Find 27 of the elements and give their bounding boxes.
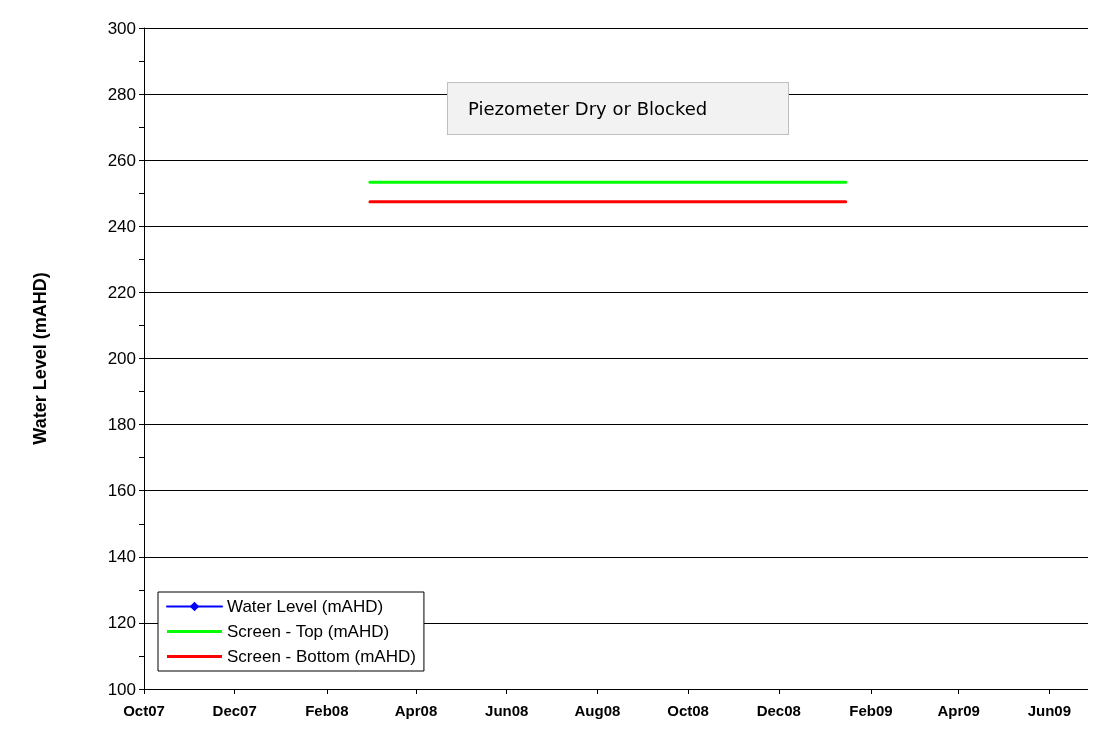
y-tick-label: 220 — [107, 282, 136, 302]
y-tick-label: 120 — [107, 613, 136, 633]
x-tick-label: Oct07 — [123, 702, 165, 719]
x-tick-label: Apr09 — [937, 702, 980, 719]
y-tick-label: 180 — [107, 415, 136, 435]
legend-label: Water Level (mAHD) — [227, 597, 384, 616]
y-tick-label: 200 — [107, 349, 136, 368]
legend-label: Screen - Bottom (mAHD) — [227, 647, 416, 666]
y-tick-label: 300 — [107, 18, 136, 38]
x-tick-label: Feb09 — [849, 702, 893, 719]
x-tick-label: Apr08 — [394, 702, 438, 719]
x-tick-label: Oct08 — [667, 702, 709, 719]
x-tick-label: Jun09 — [1027, 702, 1072, 719]
x-tick-label: Aug08 — [574, 702, 621, 719]
y-tick-label: 280 — [107, 84, 136, 104]
y-tick-label: 100 — [107, 679, 136, 699]
text-box: Piezometer Dry or Blocked — [447, 82, 789, 135]
legend-label: Screen - Top (mAHD) — [227, 622, 390, 641]
x-tick-label: Feb08 — [305, 702, 349, 719]
x-tick-label: Dec07 — [212, 702, 257, 719]
y-tick-label: 260 — [107, 150, 136, 170]
y-tick-label: 140 — [107, 547, 136, 567]
x-tick-label: Dec08 — [756, 702, 801, 719]
y-axis-title: Water Level (mAHD) — [30, 272, 50, 445]
x-tick-label: Jun08 — [485, 702, 529, 719]
y-tick-label: 160 — [107, 481, 136, 501]
y-tick-label: 240 — [107, 216, 136, 236]
